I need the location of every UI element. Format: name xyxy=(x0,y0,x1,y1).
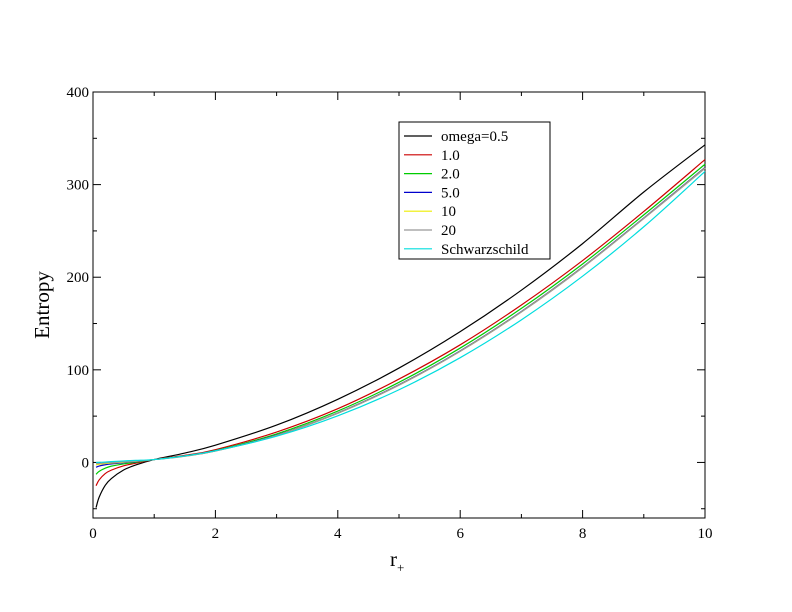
x-tick-label: 10 xyxy=(698,526,713,542)
legend-label-4: 10 xyxy=(441,204,456,220)
y-tick-label: 0 xyxy=(82,455,90,471)
y-tick-label: 300 xyxy=(67,178,90,194)
legend-label-5: 20 xyxy=(441,223,456,239)
legend: omega=0.5 1.0 2.0 5.0 10 20 Schwarzschild xyxy=(398,121,551,260)
legend-label-3: 5.0 xyxy=(441,185,460,201)
legend-label-2: 2.0 xyxy=(441,167,460,183)
x-axis-title-main: r xyxy=(390,547,397,571)
series-lines xyxy=(95,144,706,508)
legend-label-0: omega=0.5 xyxy=(441,129,508,145)
x-axis-title-subscript: + xyxy=(397,560,404,575)
y-tick-label: 400 xyxy=(67,85,90,101)
x-tick-label: 6 xyxy=(456,526,464,542)
series-line-1 xyxy=(95,159,706,486)
x-tick-label: 0 xyxy=(89,526,97,542)
series-line-6 xyxy=(96,171,706,464)
series-line-0 xyxy=(95,144,706,508)
x-tick-label: 2 xyxy=(212,526,220,542)
legend-entries: omega=0.5 1.0 2.0 5.0 10 20 Schwarzschild xyxy=(404,129,529,258)
y-tick-label: 200 xyxy=(67,270,90,286)
y-tick-label: 100 xyxy=(67,363,90,379)
legend-label-1: 1.0 xyxy=(441,148,460,164)
x-tick-label: 4 xyxy=(334,526,342,542)
x-tick-label: 8 xyxy=(579,526,587,542)
legend-label-6: Schwarzschild xyxy=(441,242,529,258)
x-axis-title: r+ xyxy=(390,547,404,575)
legend-box xyxy=(398,121,551,260)
y-axis-title: Entropy xyxy=(30,271,54,339)
